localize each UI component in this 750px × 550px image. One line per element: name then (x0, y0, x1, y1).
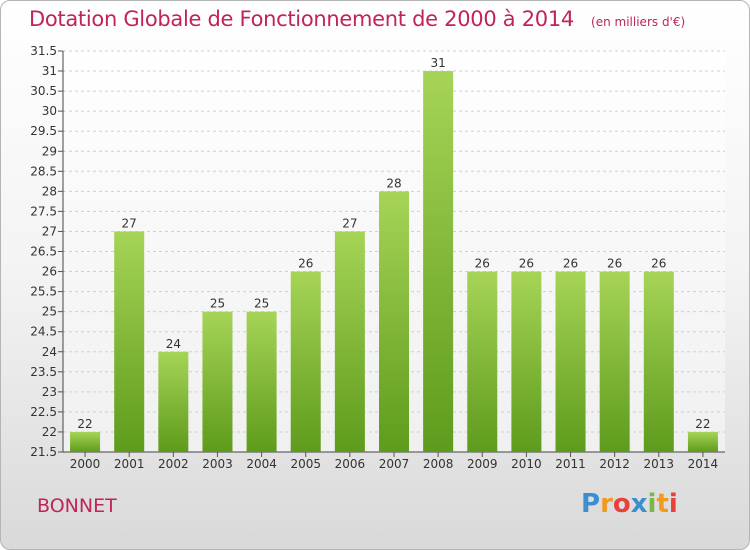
bar-value-label: 25 (254, 297, 269, 311)
y-tick-label: 30 (42, 104, 57, 118)
bar-value-label: 27 (342, 216, 357, 230)
x-tick-label: 2008 (423, 457, 454, 471)
x-tick-label: 2005 (290, 457, 321, 471)
bar (70, 431, 101, 452)
bar (378, 191, 410, 452)
bar-value-label: 25 (210, 297, 225, 311)
bar (334, 231, 365, 452)
bar (290, 271, 321, 452)
logo-letter: i (647, 489, 657, 519)
y-tick-label: 22.5 (30, 405, 57, 419)
y-tick-label: 29.5 (30, 124, 57, 138)
x-tick-label: 2000 (70, 457, 101, 471)
y-tick-label: 26.5 (30, 245, 57, 259)
bar (599, 271, 630, 452)
y-tick-label: 24.5 (30, 325, 57, 339)
bar (555, 271, 586, 452)
x-tick-label: 2001 (114, 457, 145, 471)
chart-title-main: Dotation Globale de Fonctionnement de 20… (29, 7, 574, 31)
bar-value-label: 27 (122, 216, 137, 230)
bar-value-label: 22 (695, 417, 710, 431)
logo-letter: t (656, 489, 669, 519)
bar (246, 311, 277, 452)
bar-value-label: 26 (607, 257, 622, 271)
y-tick-label: 23.5 (30, 365, 57, 379)
x-tick-label: 2004 (246, 457, 277, 471)
bar (202, 311, 233, 452)
y-tick-label: 27.5 (30, 204, 57, 218)
chart-title-unit: (en milliers d'€) (591, 15, 686, 29)
x-tick-label: 2002 (158, 457, 189, 471)
bar-value-label: 26 (475, 257, 490, 271)
bar (467, 271, 498, 452)
logo-letter: r (600, 489, 613, 519)
bar-value-label: 28 (386, 176, 401, 190)
bar-value-label: 26 (298, 257, 313, 271)
bar (114, 231, 145, 452)
bar-value-label: 24 (166, 337, 181, 351)
chart-title: Dotation Globale de Fonctionnement de 20… (29, 7, 685, 31)
y-tick-label: 22 (42, 425, 57, 439)
y-tick-label: 29 (42, 144, 57, 158)
bar (423, 71, 454, 453)
y-tick-label: 25 (42, 305, 57, 319)
commune-name: BONNET (37, 495, 117, 517)
logo-letter: i (668, 489, 678, 519)
y-tick-label: 31 (42, 64, 57, 78)
bar-value-label: 22 (77, 417, 92, 431)
x-tick-label: 2011 (555, 457, 586, 471)
logo-letter: o (612, 489, 631, 519)
proxiti-logo: Proxiti (581, 489, 678, 519)
logo-letter: P (581, 489, 601, 519)
bar (158, 351, 189, 452)
x-tick-label: 2012 (599, 457, 630, 471)
bar-value-label: 26 (519, 257, 534, 271)
y-tick-label: 26 (42, 265, 57, 279)
bar-value-label: 31 (430, 56, 445, 70)
x-tick-label: 2003 (202, 457, 233, 471)
x-tick-label: 2006 (335, 457, 366, 471)
x-tick-label: 2013 (644, 457, 675, 471)
bar-value-label: 26 (651, 257, 666, 271)
bar (511, 271, 542, 452)
y-tick-label: 21.5 (30, 445, 57, 459)
y-tick-label: 28.5 (30, 164, 57, 178)
bar (643, 271, 674, 452)
y-tick-label: 31.5 (30, 44, 57, 58)
x-tick-label: 2010 (511, 457, 542, 471)
y-tick-label: 25.5 (30, 285, 57, 299)
y-tick-label: 28 (42, 184, 57, 198)
x-tick-label: 2007 (379, 457, 410, 471)
logo-letter: x (630, 489, 648, 519)
y-tick-label: 30.5 (30, 84, 57, 98)
bar (687, 431, 718, 452)
y-tick-label: 23 (42, 385, 57, 399)
bar-value-label: 26 (563, 257, 578, 271)
y-tick-label: 27 (42, 224, 57, 238)
x-tick-label: 2014 (688, 457, 719, 471)
y-tick-label: 24 (42, 345, 57, 359)
x-tick-label: 2009 (467, 457, 498, 471)
